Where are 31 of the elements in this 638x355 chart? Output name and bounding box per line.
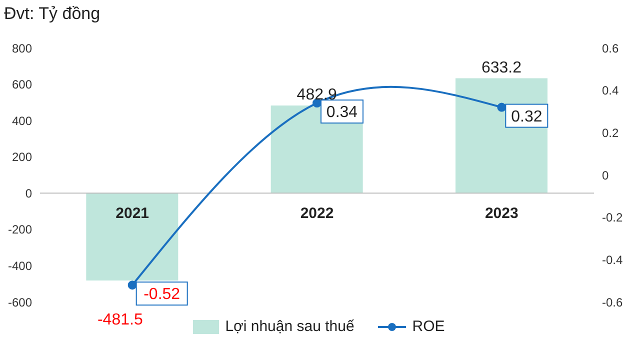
x-tick-label: 2021 xyxy=(116,205,150,222)
data-label: 0.32 xyxy=(511,108,542,126)
y-tick-label: -400 xyxy=(8,258,32,273)
bar xyxy=(456,78,548,194)
legend-label: Lợi nhuận sau thuế xyxy=(225,318,354,335)
data-label: -0.52 xyxy=(144,286,180,304)
y-tick-label: 600 xyxy=(12,78,32,92)
y2-tick-label: 0.4 xyxy=(602,84,620,98)
y2-tick-label: 0 xyxy=(602,168,609,182)
y2-tick-label: 0.2 xyxy=(602,126,620,140)
bar xyxy=(86,193,178,280)
y-tick-label: -600 xyxy=(8,295,32,310)
data-label: 0.34 xyxy=(326,104,358,122)
y-tick-label: 800 xyxy=(12,41,32,56)
y-tick-label: -200 xyxy=(8,222,32,237)
chart-title: Đvt: Tỷ đồng xyxy=(4,4,100,24)
point xyxy=(128,280,137,290)
y-tick-label: 0 xyxy=(25,186,32,200)
y2-tick-label: -0.4 xyxy=(602,252,624,267)
point xyxy=(497,102,506,112)
y2-tick-label: 0.6 xyxy=(602,41,620,56)
y2-tick-label: -0.6 xyxy=(602,295,624,310)
data-label: -481.5 xyxy=(97,312,143,328)
y-tick-label: 200 xyxy=(12,150,32,164)
y2-tick-label: -0.2 xyxy=(602,210,624,225)
x-tick-label: 2023 xyxy=(484,205,518,222)
y-tick-label: 400 xyxy=(12,114,32,128)
data-label: 633.2 xyxy=(481,59,522,76)
x-tick-label: 2022 xyxy=(300,205,334,222)
legend-label: ROE xyxy=(412,318,445,335)
data-label: 482.9 xyxy=(296,86,337,104)
